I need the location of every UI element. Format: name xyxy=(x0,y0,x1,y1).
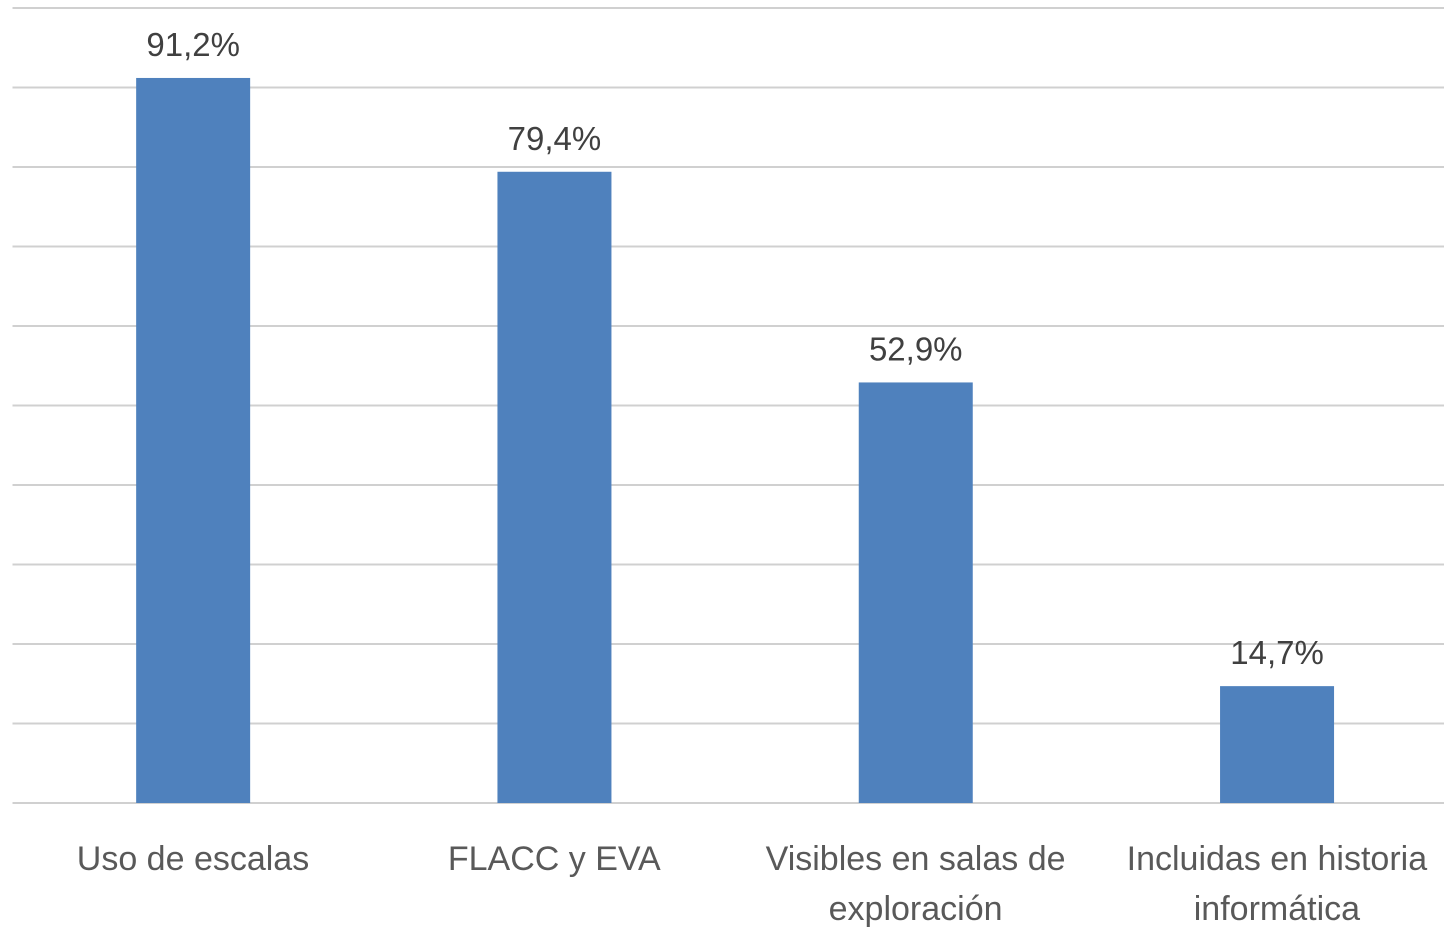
x-tick-label: FLACC y EVA xyxy=(447,840,661,878)
bar xyxy=(1220,686,1335,803)
bar xyxy=(858,382,973,803)
value-label: 91,2% xyxy=(146,26,240,63)
x-tick-label: Visibles en salas de exploración xyxy=(765,840,1066,928)
value-label: 52,9% xyxy=(869,330,963,367)
bar xyxy=(497,171,612,803)
bar xyxy=(136,77,251,803)
x-tick-label: Incluidas en historia informática xyxy=(1126,840,1428,928)
x-tick-label: Uso de escalas xyxy=(76,840,310,878)
value-label: 79,4% xyxy=(508,120,602,157)
value-label: 14,7% xyxy=(1230,634,1324,671)
